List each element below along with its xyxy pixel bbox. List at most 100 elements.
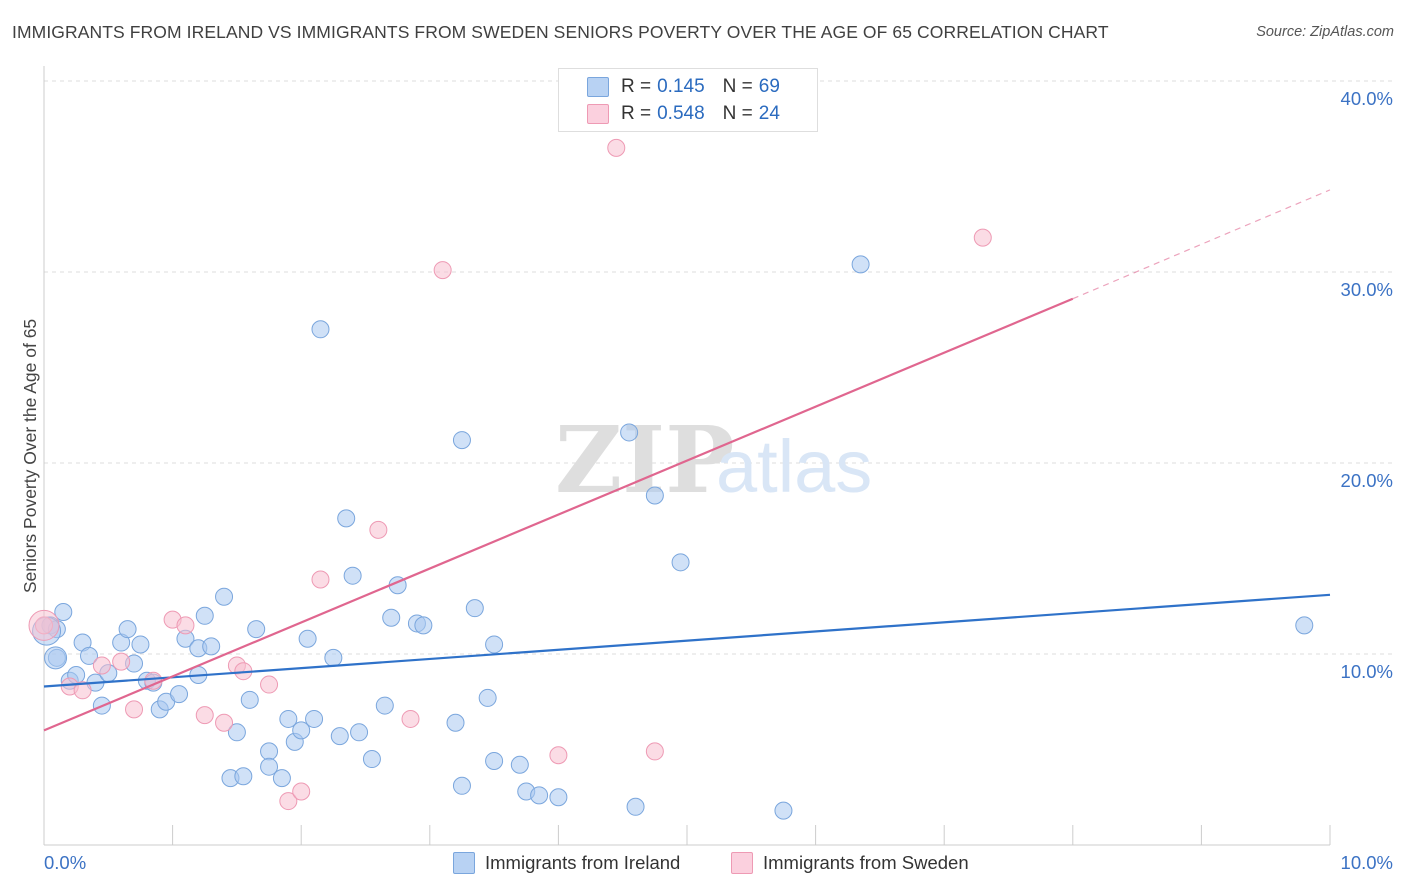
ireland-point xyxy=(311,320,330,339)
watermark-atlas: atlas xyxy=(716,425,872,508)
ireland-point xyxy=(530,786,549,805)
axes xyxy=(43,66,1331,846)
legend-swatch-ireland xyxy=(587,77,609,97)
sweden-point xyxy=(112,652,131,671)
legend-r-value: 0.145 xyxy=(657,76,705,97)
ireland-point xyxy=(774,801,793,820)
legend-n-label: N = xyxy=(722,76,753,97)
sweden-point xyxy=(195,706,214,725)
series-legend-sweden: Immigrants from Sweden xyxy=(731,852,969,874)
ireland-point xyxy=(851,255,870,274)
ireland-point xyxy=(202,637,221,656)
watermark-zip: ZIP xyxy=(555,406,734,514)
sweden-trend-line xyxy=(43,297,1074,732)
ireland-point xyxy=(620,423,639,442)
ireland-point xyxy=(452,431,471,450)
sweden-point xyxy=(125,700,144,719)
ireland-point xyxy=(118,620,137,639)
ireland-point xyxy=(478,688,497,707)
legend-swatch-sweden xyxy=(587,104,609,124)
ireland-point xyxy=(240,690,259,709)
series-label-sweden: Immigrants from Sweden xyxy=(763,852,969,873)
ireland-point xyxy=(195,606,214,625)
ireland-point xyxy=(234,767,253,786)
legend-row-sweden: R = 0.548 N = 24 xyxy=(587,102,780,126)
ireland-point xyxy=(485,751,504,770)
ireland-point xyxy=(671,553,690,572)
series-legend-ireland: Immigrants from Ireland xyxy=(453,852,680,874)
ireland-point xyxy=(645,486,664,505)
ireland-point xyxy=(510,755,529,774)
sweden-point xyxy=(645,742,664,761)
sweden-point xyxy=(260,675,279,694)
legend-row-ireland: R = 0.145 N = 69 xyxy=(587,75,780,99)
y-tick-label: 20.0% xyxy=(1341,470,1393,491)
ireland-point xyxy=(215,587,234,606)
sweden-point xyxy=(73,681,92,700)
ireland-point xyxy=(330,727,349,746)
series-label-ireland: Immigrants from Ireland xyxy=(485,852,681,873)
y-tick-label: 30.0% xyxy=(1341,279,1393,300)
sweden-point xyxy=(311,570,330,589)
legend-n-value: 69 xyxy=(758,76,780,97)
ireland-point-cluster xyxy=(44,646,68,670)
y-tick-labels: 10.0% 20.0% 30.0% 40.0% xyxy=(1341,88,1393,682)
ireland-point xyxy=(626,797,645,816)
ireland-point xyxy=(324,648,343,667)
sweden-points xyxy=(28,138,992,811)
sweden-point xyxy=(549,746,568,765)
sweden-point xyxy=(292,782,311,801)
ireland-trend-line xyxy=(43,593,1331,688)
ireland-point xyxy=(260,742,279,761)
ireland-point xyxy=(382,608,401,627)
legend-r-value: 0.548 xyxy=(657,103,705,124)
sweden-point xyxy=(607,138,626,157)
gridlines xyxy=(44,80,1392,655)
ireland-point xyxy=(305,709,324,728)
ireland-point xyxy=(80,646,99,665)
chart-title: IMMIGRANTS FROM IRELAND VS IMMIGRANTS FR… xyxy=(12,22,1109,42)
ireland-point xyxy=(54,602,73,621)
x-tick-labels: 0.0% 10.0% xyxy=(44,852,1393,873)
ireland-point xyxy=(279,709,298,728)
ireland-point xyxy=(227,723,246,742)
ireland-point xyxy=(298,629,317,648)
trend-lines xyxy=(43,189,1331,732)
ireland-point xyxy=(375,696,394,715)
sweden-point xyxy=(92,656,111,675)
x-tick-label: 0.0% xyxy=(44,852,86,873)
ireland-point xyxy=(170,685,189,704)
sweden-trend-extension xyxy=(1072,189,1331,300)
ireland-point xyxy=(1295,616,1314,635)
legend-n-label: N = xyxy=(722,103,753,124)
sweden-point-cluster xyxy=(28,609,60,641)
series-swatch-ireland xyxy=(453,852,475,874)
ireland-point xyxy=(337,509,356,528)
sweden-point xyxy=(401,709,420,728)
ireland-point xyxy=(549,788,568,807)
legend-r-label: R = xyxy=(621,103,652,124)
ireland-point xyxy=(292,721,311,740)
ireland-point xyxy=(446,713,465,732)
series-legend: Immigrants from Ireland Immigrants from … xyxy=(0,852,1406,878)
ireland-point xyxy=(485,635,504,654)
correlation-legend: R = 0.145 N = 69 R = 0.548 N = 24 xyxy=(558,68,818,132)
ireland-point xyxy=(350,723,369,742)
sweden-point xyxy=(176,616,195,635)
ireland-point xyxy=(452,776,471,795)
y-tick-label: 40.0% xyxy=(1341,88,1393,109)
sweden-point xyxy=(279,792,298,811)
series-swatch-sweden xyxy=(731,852,753,874)
legend-n-value: 24 xyxy=(758,103,780,124)
ireland-point xyxy=(247,620,266,639)
source-credit: Source: ZipAtlas.com xyxy=(1256,24,1394,40)
y-axis-label: Seniors Poverty Over the Age of 65 xyxy=(20,319,40,593)
ireland-point xyxy=(272,769,291,788)
x-tick-label: 10.0% xyxy=(1341,852,1393,873)
ireland-point xyxy=(343,566,362,585)
zipatlas-watermark: ZIP atlas xyxy=(555,406,872,514)
ireland-point xyxy=(260,757,279,776)
ireland-points xyxy=(32,255,1314,820)
ireland-point xyxy=(465,599,484,618)
